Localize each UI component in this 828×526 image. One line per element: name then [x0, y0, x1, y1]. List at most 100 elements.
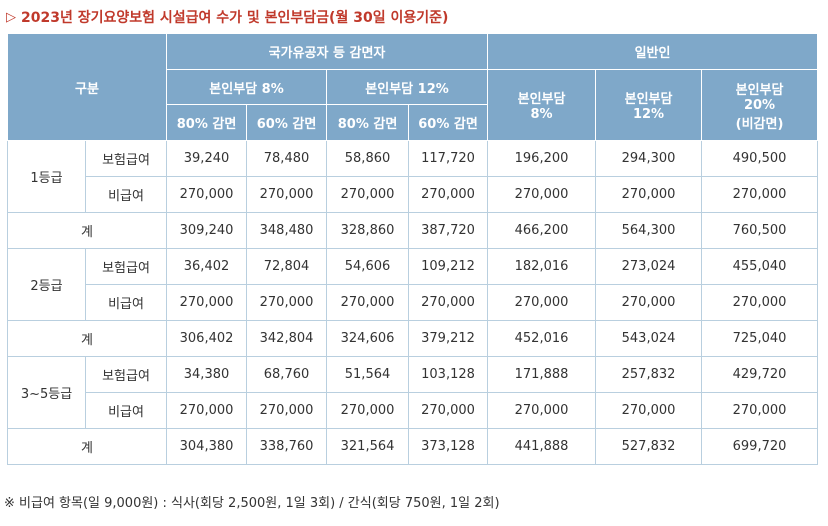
- footnote: ※ 비급여 항목(일 9,000원) : 식사(회당 2,500원, 1일 3회…: [4, 496, 500, 511]
- row-label: 보험급여: [84, 248, 168, 285]
- total-value-cell: 348,480: [246, 212, 328, 249]
- header-v12-reduce-60: 60% 감면: [408, 104, 489, 141]
- total-row: 계 309,240 348,480 328,860 387,720 466,200 564,…: [6, 212, 819, 249]
- value-cell: 270,000: [246, 284, 328, 321]
- total-value-cell: 564,300: [595, 212, 703, 249]
- total-label: 계: [6, 428, 168, 465]
- value-cell: 270,000: [487, 392, 597, 429]
- header-veteran-8: 본인부담 8%: [166, 69, 328, 105]
- total-value-cell: 338,760: [246, 428, 328, 465]
- value-cell: 270,000: [595, 284, 703, 321]
- row-label: 보험급여: [84, 356, 168, 393]
- value-cell: 270,000: [246, 176, 328, 213]
- value-cell: 270,000: [326, 176, 410, 213]
- value-cell: 429,720: [701, 356, 819, 393]
- total-value-cell: 324,606: [326, 320, 410, 357]
- table-row: 비급여 270,000 270,000 270,000 270,000 270,000 27…: [8, 176, 819, 213]
- fee-table: 구분 국가유공자 등 감면자 일반인 본인부담 8% 본인부담 12% 본인부담…: [6, 33, 819, 465]
- header-general-8: 본인부담 8%: [487, 69, 597, 141]
- total-value-cell: 725,040: [701, 320, 819, 357]
- value-cell: 490,500: [701, 140, 819, 177]
- grade-label: 2등급: [7, 248, 86, 321]
- total-label: 계: [6, 212, 168, 249]
- title-text: 2023년 장기요양보험 시설급여 수가 및 본인부담금(월 30일 이용기준): [21, 10, 449, 26]
- value-cell: 103,128: [408, 356, 489, 393]
- grade-label: 3~5등급: [7, 356, 86, 429]
- header-group-veteran: 국가유공자 등 감면자: [166, 33, 489, 70]
- total-value-cell: 373,128: [408, 428, 489, 465]
- total-value-cell: 387,720: [408, 212, 489, 249]
- total-value-cell: 306,402: [166, 320, 248, 357]
- value-cell: 270,000: [701, 392, 819, 429]
- total-value-cell: 466,200: [487, 212, 597, 249]
- header-v8-reduce-60: 60% 감면: [246, 104, 328, 141]
- value-cell: 39,240: [166, 140, 248, 177]
- header-general-20-line3: (비감면): [735, 116, 784, 132]
- header-general-12: 본인부담 12%: [595, 69, 703, 141]
- total-value-cell: 441,888: [487, 428, 597, 465]
- header-group-general: 일반인: [487, 33, 819, 70]
- value-cell: 455,040: [701, 248, 819, 285]
- header-v12-reduce-80: 80% 감면: [326, 104, 410, 141]
- total-value-cell: 760,500: [701, 212, 819, 249]
- value-cell: 294,300: [595, 140, 703, 177]
- value-cell: 34,380: [166, 356, 248, 393]
- value-cell: 270,000: [487, 176, 597, 213]
- value-cell: 78,480: [246, 140, 328, 177]
- row-label: 비급여: [84, 176, 168, 213]
- header-general-8-line1: 본인부담: [517, 92, 566, 107]
- table-row: 1등급 보험급여 39,240 78,480 58,860 117,720 196,200 2…: [7, 140, 819, 213]
- value-cell: 270,000: [166, 284, 248, 321]
- header-veteran-12: 본인부담 12%: [326, 69, 489, 105]
- table-row: 2등급 보험급여 36,402 72,804 54,606 109,212 182,016 2…: [7, 248, 819, 321]
- value-cell: 273,024: [595, 248, 703, 285]
- total-value-cell: 309,240: [166, 212, 248, 249]
- value-cell: 58,860: [326, 140, 410, 177]
- total-row: 계 304,380 338,760 321,564 373,128 441,888 527,…: [6, 428, 819, 465]
- value-cell: 270,000: [166, 392, 248, 429]
- value-cell: 117,720: [408, 140, 489, 177]
- header-general-20: 본인부담 20% (비감면): [701, 69, 819, 141]
- total-value-cell: 304,380: [166, 428, 248, 465]
- triangle-marker-icon: ▷: [6, 9, 16, 25]
- value-cell: 171,888: [487, 356, 597, 393]
- value-cell: 270,000: [595, 392, 703, 429]
- row-label: 비급여: [84, 284, 168, 321]
- grade-label: 1등급: [7, 140, 86, 213]
- header-general-12-line1: 본인부담: [624, 92, 673, 107]
- total-value-cell: 699,720: [701, 428, 819, 465]
- header-general-12-line2: 12%: [632, 107, 665, 122]
- header-general-20-line2: 20%: [743, 97, 776, 113]
- table-row: 3~5등급 보험급여 34,380 68,760 51,564 103,128 171,88…: [7, 356, 819, 429]
- table-row: 비급여 270,000 270,000 270,000 270,000 270,000 27…: [8, 284, 819, 321]
- value-cell: 270,000: [246, 392, 328, 429]
- total-value-cell: 379,212: [408, 320, 489, 357]
- value-cell: 109,212: [408, 248, 489, 285]
- value-cell: 36,402: [166, 248, 248, 285]
- total-value-cell: 328,860: [326, 212, 410, 249]
- page-title: ▷ 2023년 장기요양보험 시설급여 수가 및 본인부담금(월 30일 이용기…: [6, 7, 448, 27]
- value-cell: 270,000: [408, 176, 489, 213]
- total-label: 계: [6, 320, 168, 357]
- row-label: 보험급여: [84, 140, 168, 177]
- total-value-cell: 527,832: [595, 428, 703, 465]
- header-v8-reduce-80: 80% 감면: [166, 104, 248, 141]
- value-cell: 68,760: [246, 356, 328, 393]
- total-value-cell: 321,564: [326, 428, 410, 465]
- value-cell: 270,000: [595, 176, 703, 213]
- value-cell: 196,200: [487, 140, 597, 177]
- value-cell: 270,000: [408, 284, 489, 321]
- value-cell: 72,804: [246, 248, 328, 285]
- value-cell: 270,000: [166, 176, 248, 213]
- value-cell: 270,000: [326, 392, 410, 429]
- value-cell: 270,000: [487, 284, 597, 321]
- header-general-8-line2: 8%: [530, 107, 553, 122]
- total-value-cell: 452,016: [487, 320, 597, 357]
- header-general-20-line1: 본인부담: [735, 82, 784, 98]
- header-category: 구분: [6, 33, 168, 141]
- value-cell: 257,832: [595, 356, 703, 393]
- table-row: 비급여 270,000 270,000 270,000 270,000 270,000 27…: [8, 392, 819, 429]
- total-value-cell: 543,024: [595, 320, 703, 357]
- value-cell: 54,606: [326, 248, 410, 285]
- fee-table-body: 1등급 보험급여 39,240 78,480 58,860 117,720 196,200 2…: [6, 140, 819, 465]
